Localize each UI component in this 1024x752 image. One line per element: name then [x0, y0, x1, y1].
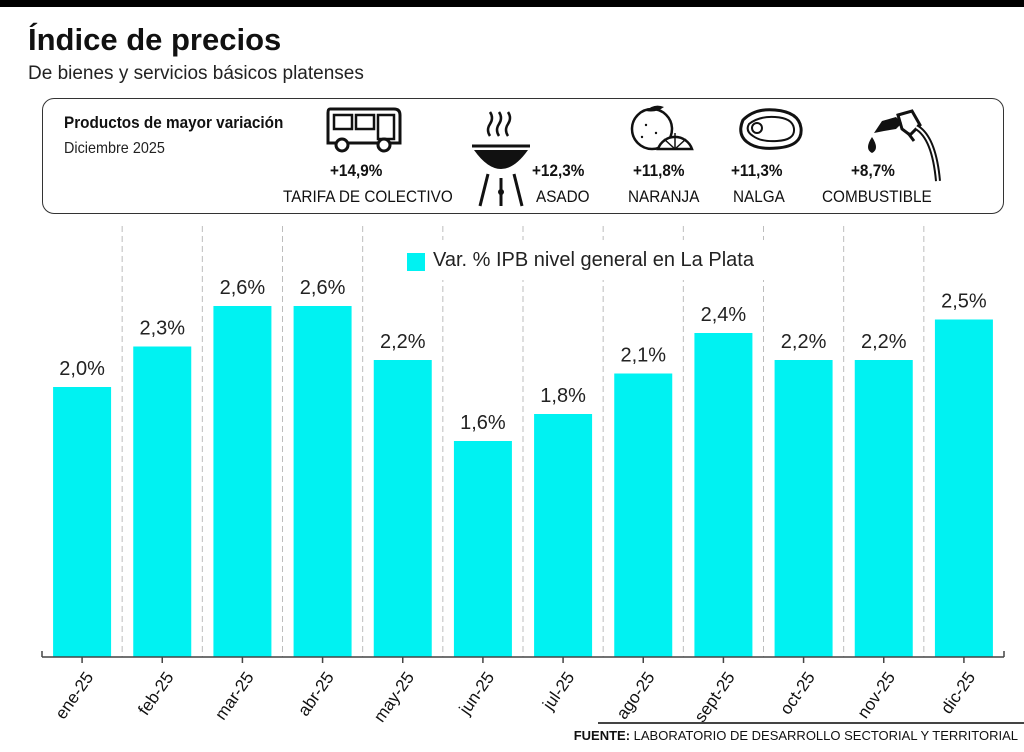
x-tick-label: feb-25 — [134, 668, 177, 718]
data-label: 2,6% — [300, 277, 346, 299]
orange-icon — [630, 105, 694, 151]
legend-swatch — [407, 253, 425, 271]
top-rule — [0, 0, 1024, 7]
product-name: NALGA — [733, 187, 785, 206]
source-rule — [598, 722, 1024, 724]
data-label: 2,2% — [380, 331, 426, 353]
bar-mar-25 — [213, 306, 272, 657]
bar-feb-25 — [133, 346, 192, 657]
bar-dic-25 — [934, 319, 993, 657]
x-tick-label: abr-25 — [294, 668, 338, 719]
bar-ene-25 — [53, 387, 112, 657]
product-name: NARANJA — [628, 187, 700, 206]
product-pct: +11,3% — [731, 161, 783, 180]
x-tick-label: may-25 — [370, 668, 418, 725]
bar-oct-25 — [774, 360, 833, 657]
data-label: 1,6% — [460, 412, 506, 434]
data-label: 1,8% — [540, 385, 586, 407]
page-subtitle: De bienes y servicios básicos platenses — [28, 63, 364, 84]
product-name: TARIFA DE COLECTIVO — [283, 187, 453, 206]
x-tick-label: oct-25 — [776, 668, 819, 718]
x-tick-label: mar-25 — [211, 668, 257, 723]
grill-icon — [472, 111, 530, 207]
bar-jul-25 — [534, 414, 593, 657]
data-label: 2,5% — [941, 291, 987, 313]
fuel-nozzle-icon — [868, 109, 941, 182]
x-tick-label: sept-25 — [691, 668, 739, 725]
product-name: COMBUSTIBLE — [822, 187, 932, 206]
highlight-date: Diciembre 2025 — [64, 140, 165, 157]
product-pct: +11,8% — [633, 161, 685, 180]
data-label: 2,0% — [59, 358, 105, 380]
source-note: FUENTE: LABORATORIO DE DESARROLLO SECTOR… — [574, 728, 1018, 743]
bar-jun-25 — [453, 441, 512, 657]
x-tick-label: ene-25 — [51, 668, 97, 722]
bar-may-25 — [373, 360, 432, 657]
bar-sept-25 — [694, 333, 753, 657]
product-pct: +8,7% — [851, 161, 895, 180]
product-name: ASADO — [536, 187, 590, 206]
page-title: Índice de precios — [28, 22, 282, 57]
product-pct: +14,9% — [330, 161, 383, 180]
bus-icon — [326, 107, 402, 153]
x-tick-label: jul-25 — [538, 668, 578, 714]
x-tick-label: dic-25 — [937, 668, 979, 717]
data-label: 2,1% — [620, 345, 666, 367]
bar-nov-25 — [854, 360, 913, 657]
bar-ago-25 — [614, 373, 673, 657]
legend-backdrop — [398, 240, 788, 280]
product-pct: +12,3% — [532, 161, 585, 180]
steak-icon — [739, 108, 803, 150]
source-label: FUENTE: — [573, 728, 631, 743]
x-tick-label: jun-25 — [455, 668, 498, 718]
data-label: 2,2% — [861, 331, 907, 353]
x-tick-label: nov-25 — [854, 668, 899, 721]
x-tick-label: ago-25 — [613, 668, 659, 722]
data-label: 2,3% — [139, 318, 185, 340]
data-label: 2,2% — [781, 331, 827, 353]
data-label: 2,6% — [220, 277, 266, 299]
highlight-box — [42, 98, 1004, 214]
legend-label: Var. % IPB nivel general en La Plata — [433, 249, 754, 271]
data-label: 2,4% — [701, 304, 747, 326]
highlight-heading: Productos de mayor variación — [64, 113, 284, 132]
bar-abr-25 — [293, 306, 352, 657]
source-text: LABORATORIO DE DESARROLLO SECTORIAL Y TE… — [633, 728, 1018, 743]
